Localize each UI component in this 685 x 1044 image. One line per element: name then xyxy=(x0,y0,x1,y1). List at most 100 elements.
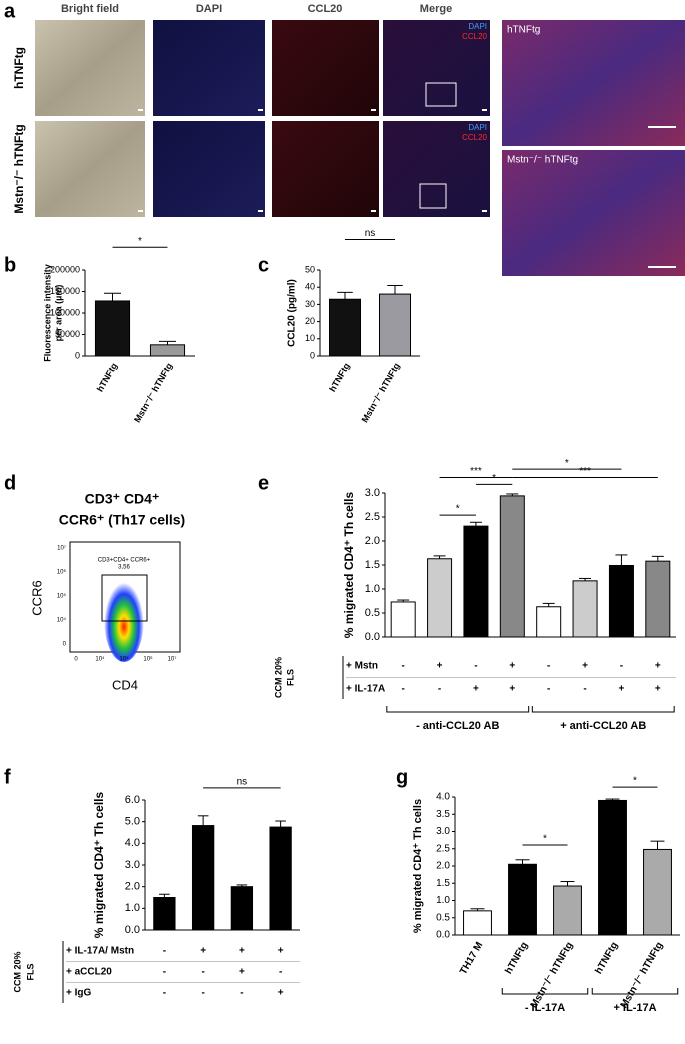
image xyxy=(502,20,685,146)
error-bar xyxy=(158,340,177,345)
y-tick-label: 3.0 xyxy=(365,487,380,499)
x-tick-label: Mstn⁻/⁻ hTNFtg xyxy=(360,361,402,424)
x-tick-label: hTNFtg xyxy=(95,361,119,393)
bar xyxy=(191,825,215,931)
y-axis-label: % migrated CD4⁺ Th cells xyxy=(412,799,424,933)
table-row-label: + Mstn xyxy=(346,661,378,672)
y-tick-label: 30 xyxy=(305,299,315,309)
y-tick-label: 40 xyxy=(305,282,315,292)
scale-bar xyxy=(482,109,487,111)
significance-label: * xyxy=(543,834,547,845)
table-cell: - xyxy=(163,967,166,978)
panel-label: a xyxy=(4,0,16,22)
x-tick-label: TH17 M xyxy=(458,940,485,976)
table-cell: + xyxy=(509,684,515,695)
table-cell: + xyxy=(582,661,588,672)
bar xyxy=(463,910,492,936)
column-header: Merge xyxy=(420,3,452,15)
x-tick-label: hTNFtg xyxy=(593,940,620,976)
y-axis-label: per area (µm) xyxy=(53,285,63,342)
error-bar xyxy=(197,815,209,826)
table-cell: - xyxy=(240,988,243,999)
y-tick-label: 200000 xyxy=(50,264,80,274)
image xyxy=(153,121,265,217)
table-cell: - xyxy=(163,988,166,999)
flow-x-tick-label: 10⁵ xyxy=(119,656,129,663)
bar xyxy=(390,601,416,638)
flow-y-tick-label: 10⁶ xyxy=(57,569,67,576)
significance-label: ns xyxy=(237,776,248,787)
flow-ylabel: CCR6 xyxy=(29,580,44,615)
error-bar xyxy=(469,521,482,527)
table-side-label: FLS xyxy=(25,964,35,981)
error-bar xyxy=(387,284,403,295)
error-bar xyxy=(433,555,446,559)
scale-bar xyxy=(258,210,263,212)
scale-bar xyxy=(482,210,487,212)
gate-label: CD3+CD4+ CCR6+ xyxy=(98,558,151,564)
error-bar xyxy=(103,292,122,301)
panel-label: g xyxy=(396,766,408,788)
significance-label: *** xyxy=(579,466,591,477)
x-tick-label: Mstn⁻/⁻ hTNFtg xyxy=(619,940,666,1010)
image xyxy=(35,121,145,217)
significance-label: * xyxy=(565,458,569,469)
y-tick-label: 0.0 xyxy=(125,924,140,936)
table-cell: + xyxy=(239,967,245,978)
table-cell: - xyxy=(279,967,282,978)
y-tick-label: 3.0 xyxy=(125,859,140,871)
bar xyxy=(572,580,598,638)
bar xyxy=(536,606,562,638)
table-cell: - xyxy=(163,946,166,957)
group-label: - anti-CCL20 AB xyxy=(416,720,499,732)
group-label: - IL-17A xyxy=(525,1002,565,1014)
bar xyxy=(230,886,254,931)
table-cell: + xyxy=(509,661,515,672)
image xyxy=(153,20,265,116)
table-cell: + xyxy=(473,684,479,695)
error-bar xyxy=(615,554,628,566)
y-tick-label: 1.0 xyxy=(436,895,450,906)
zoom-box xyxy=(419,183,447,209)
error-bar xyxy=(515,859,530,865)
y-tick-label: 3.5 xyxy=(436,809,450,820)
x-tick-label: hTNFtg xyxy=(503,940,530,976)
panel-label: d xyxy=(4,472,16,494)
bar xyxy=(149,344,186,357)
y-tick-label: 0.0 xyxy=(365,631,380,643)
legend-ccl20: CCL20 xyxy=(462,133,487,142)
zoom-label: hTNFtg xyxy=(507,25,540,36)
y-tick-label: 1.5 xyxy=(436,878,450,889)
y-tick-label: 5.0 xyxy=(125,816,140,828)
bar xyxy=(463,525,489,638)
y-tick-label: 3.0 xyxy=(436,826,450,837)
column-header: CCL20 xyxy=(308,3,343,15)
panel-label: c xyxy=(258,254,269,276)
significance-label: * xyxy=(492,473,496,484)
significance-label: ns xyxy=(365,228,376,239)
error-bar xyxy=(506,493,519,496)
bar xyxy=(608,564,634,638)
y-tick-label: 4.0 xyxy=(125,837,140,849)
x-tick-label: hTNFtg xyxy=(327,361,351,393)
table-side-label: CCM 20% xyxy=(12,951,22,992)
bar xyxy=(645,560,671,638)
y-tick-label: 0.0 xyxy=(436,930,450,941)
flow-x-tick-label: 10⁷ xyxy=(168,656,177,663)
y-tick-label: 50 xyxy=(305,264,315,274)
significance-label: *** xyxy=(470,466,482,477)
flow-title: CD3⁺ CD4⁺ xyxy=(85,491,160,507)
image xyxy=(272,121,379,217)
error-bar xyxy=(579,577,592,581)
table-side-label: CCM 20% xyxy=(273,657,283,698)
table-row-label: + IL-17A xyxy=(346,684,385,695)
bar xyxy=(94,300,131,357)
scale-bar xyxy=(138,210,143,212)
table-cell: - xyxy=(474,661,477,672)
y-tick-label: 0 xyxy=(75,350,80,360)
y-tick-label: 10 xyxy=(305,333,315,343)
group-bracket xyxy=(531,706,675,713)
flow-density xyxy=(104,574,144,662)
significance-label: * xyxy=(138,236,142,247)
